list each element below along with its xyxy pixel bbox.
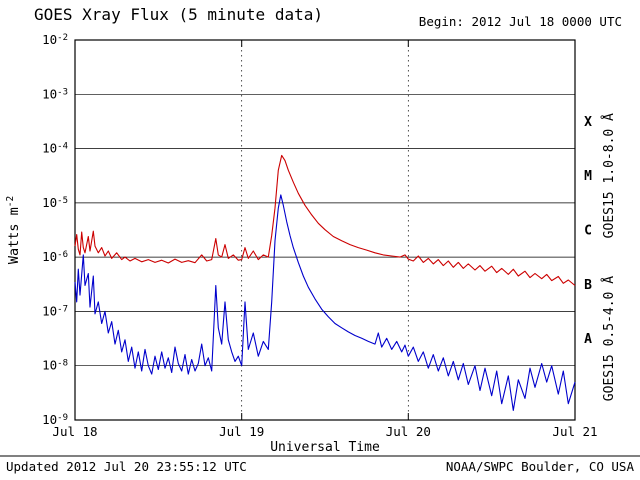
chart-title: GOES Xray Flux (5 minute data): [34, 5, 323, 24]
x-tick-label: Jul 20: [386, 424, 431, 439]
y-tick-label: 10-3: [42, 86, 68, 101]
y-tick-label: 10-4: [42, 141, 68, 156]
flare-class-X: X: [584, 115, 592, 130]
x-tick-labels: Jul 18 Jul 19 Jul 20 Jul 21: [52, 424, 597, 439]
channel-label-long: GOES15 1.0-8.0 Å: [601, 113, 617, 238]
flare-class-labels: X M C B A: [584, 115, 592, 347]
y-tick-label: 10-8: [42, 358, 68, 373]
x-tick-label: Jul 21: [552, 424, 597, 439]
y-tick-labels: 10-2 10-3 10-4 10-5 10-6 10-7 10-8 10-9: [42, 32, 68, 427]
x-tick-label: Jul 18: [52, 424, 97, 439]
plot-border: [74, 39, 576, 421]
y-tick-label: 10-9: [42, 412, 68, 427]
flare-class-C: C: [584, 224, 592, 239]
y-tick-label: 10-6: [42, 249, 68, 264]
series-line-short: [74, 194, 576, 411]
y-tick-label: 10-7: [42, 303, 68, 318]
flare-class-A: A: [584, 332, 592, 347]
y-tick-label: 10-2: [42, 32, 68, 47]
series-lines: [74, 154, 576, 411]
gridlines: [75, 40, 575, 420]
series-line-long: [74, 154, 576, 286]
source-credit: NOAA/SWPC Boulder, CO USA: [446, 459, 635, 474]
y-tick-label: 10-5: [42, 195, 68, 210]
flare-class-M: M: [584, 169, 592, 184]
flare-class-B: B: [584, 278, 592, 293]
begin-timestamp: Begin: 2012 Jul 18 0000 UTC: [419, 14, 622, 29]
x-tick-label: Jul 19: [219, 424, 264, 439]
x-axis-title: Universal Time: [270, 440, 380, 455]
y-axis-title: Watts m-2: [5, 196, 22, 264]
updated-timestamp: Updated 2012 Jul 20 23:55:12 UTC: [6, 459, 247, 474]
channel-label-short: GOES15 0.5-4.0 Å: [601, 276, 617, 401]
